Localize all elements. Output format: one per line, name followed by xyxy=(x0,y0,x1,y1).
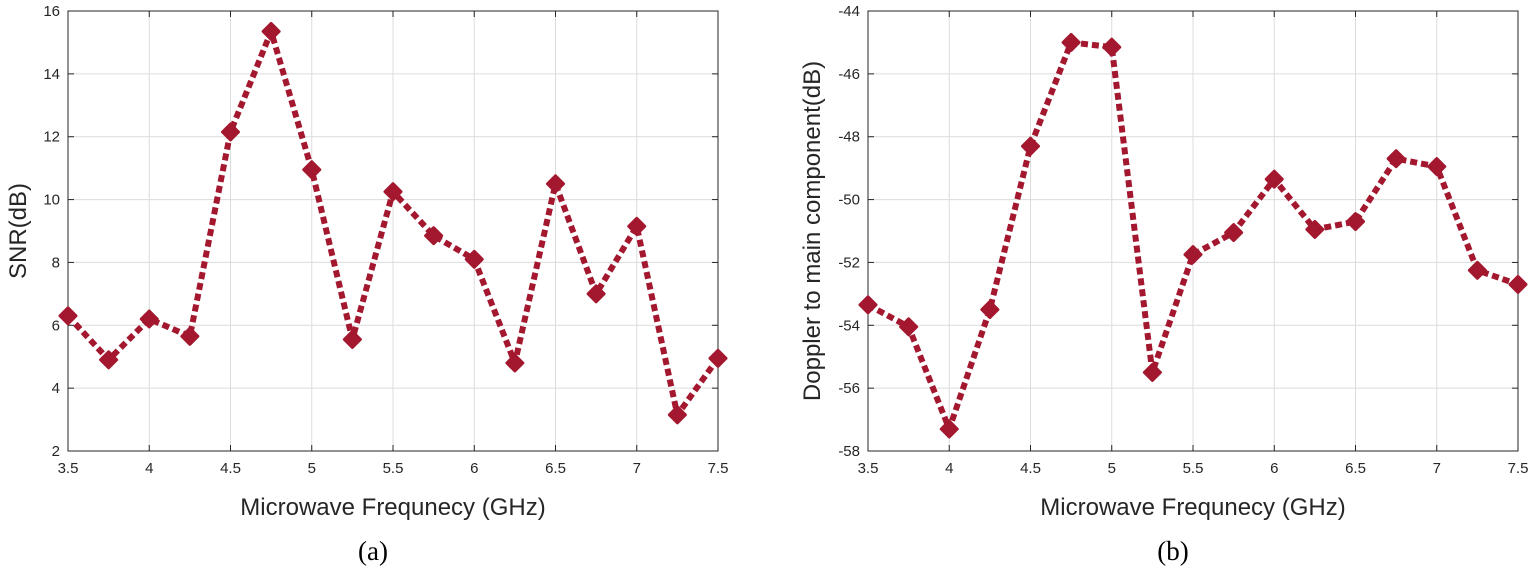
y-axis-label: Doppler to main component(dB) xyxy=(799,61,826,401)
data-point xyxy=(1264,169,1284,189)
panel-caption: (b) xyxy=(1157,536,1188,566)
axes-box xyxy=(67,10,719,452)
data-point xyxy=(180,326,200,346)
data-point xyxy=(464,249,484,269)
data-point xyxy=(139,309,159,329)
data-point xyxy=(1508,274,1528,294)
data-point xyxy=(980,300,1000,320)
data-point xyxy=(302,160,322,180)
y-tick-label: -46 xyxy=(838,66,860,83)
data-point xyxy=(505,353,525,373)
data-point xyxy=(99,350,119,370)
x-tick-label: 5.5 xyxy=(383,460,404,477)
data-point xyxy=(586,284,606,304)
x-tick-label: 6.5 xyxy=(1345,460,1366,477)
x-tick-label: 4.5 xyxy=(220,460,241,477)
data-point xyxy=(1061,32,1081,52)
y-tick-label: 8 xyxy=(52,254,60,271)
y-tick-label: -44 xyxy=(838,3,860,20)
data-point xyxy=(858,295,878,315)
y-tick-label: 4 xyxy=(52,380,60,397)
chart-panel-b: 3.5 4 4.5 5 5.5 6 6.5 7 7.5 -58 -56 -54 -52 -50 -48 -46… xyxy=(799,3,1528,566)
x-tick-label: 5 xyxy=(1108,460,1116,477)
y-tick-label: 2 xyxy=(52,443,60,460)
x-tick-label: 7.5 xyxy=(1508,460,1529,477)
y-tick-label: -54 xyxy=(838,317,860,334)
data-point xyxy=(424,226,444,246)
y-tick-label: 10 xyxy=(43,192,60,209)
y-tick-label: -50 xyxy=(838,192,860,209)
data-point xyxy=(899,317,919,337)
y-tick-label: 16 xyxy=(43,3,60,20)
data-point xyxy=(627,216,647,236)
x-tick-label: 4 xyxy=(945,460,953,477)
y-tick-label: -58 xyxy=(838,443,860,460)
x-tick-label: 7 xyxy=(1433,460,1441,477)
data-point xyxy=(1427,157,1447,177)
y-tick-label: 12 xyxy=(43,129,60,146)
x-tick-label: 7 xyxy=(633,460,641,477)
data-point xyxy=(708,348,728,368)
panel-caption: (a) xyxy=(358,536,388,566)
chart-panel-a: 3.5 4 4.5 5 5.5 6 6.5 7 7.5 2 4 6 8 10 12 14 16 Microwave… xyxy=(5,3,728,566)
x-axis-label: Microwave Frequnecy (GHz) xyxy=(1040,494,1345,521)
y-tick-label: -52 xyxy=(838,254,860,271)
data-point xyxy=(1142,362,1162,382)
x-tick-label: 3.5 xyxy=(58,460,79,477)
data-point xyxy=(1102,37,1122,57)
x-tick-label: 6.5 xyxy=(545,460,566,477)
axes-box xyxy=(867,10,1519,452)
data-point xyxy=(1183,245,1203,265)
y-tick-label: -56 xyxy=(838,380,860,397)
data-point xyxy=(1346,212,1365,232)
data-point xyxy=(1021,136,1040,156)
y-axis-label: SNR(dB) xyxy=(5,183,32,279)
y-tick-label: -48 xyxy=(838,129,860,146)
data-point xyxy=(342,329,362,349)
x-tick-label: 3.5 xyxy=(858,460,879,477)
data-point xyxy=(1386,149,1406,169)
x-tick-label: 7.5 xyxy=(708,460,729,477)
x-tick-label: 6 xyxy=(470,460,478,477)
data-point xyxy=(261,21,281,41)
x-tick-label: 4 xyxy=(145,460,153,477)
x-axis-label: Microwave Frequnecy (GHz) xyxy=(240,494,545,521)
data-point xyxy=(939,419,959,439)
data-point xyxy=(546,174,565,194)
x-tick-label: 6 xyxy=(1270,460,1278,477)
data-point xyxy=(667,405,687,425)
data-point xyxy=(383,182,403,202)
x-tick-label: 5 xyxy=(308,460,316,477)
data-point xyxy=(1467,260,1487,280)
x-tick-label: 4.5 xyxy=(1020,460,1041,477)
data-point xyxy=(221,122,240,142)
data-point xyxy=(1224,223,1244,243)
data-point xyxy=(1305,219,1325,239)
x-tick-label: 5.5 xyxy=(1183,460,1204,477)
data-point xyxy=(58,306,78,326)
y-tick-label: 14 xyxy=(43,66,60,83)
y-tick-label: 6 xyxy=(52,317,60,334)
